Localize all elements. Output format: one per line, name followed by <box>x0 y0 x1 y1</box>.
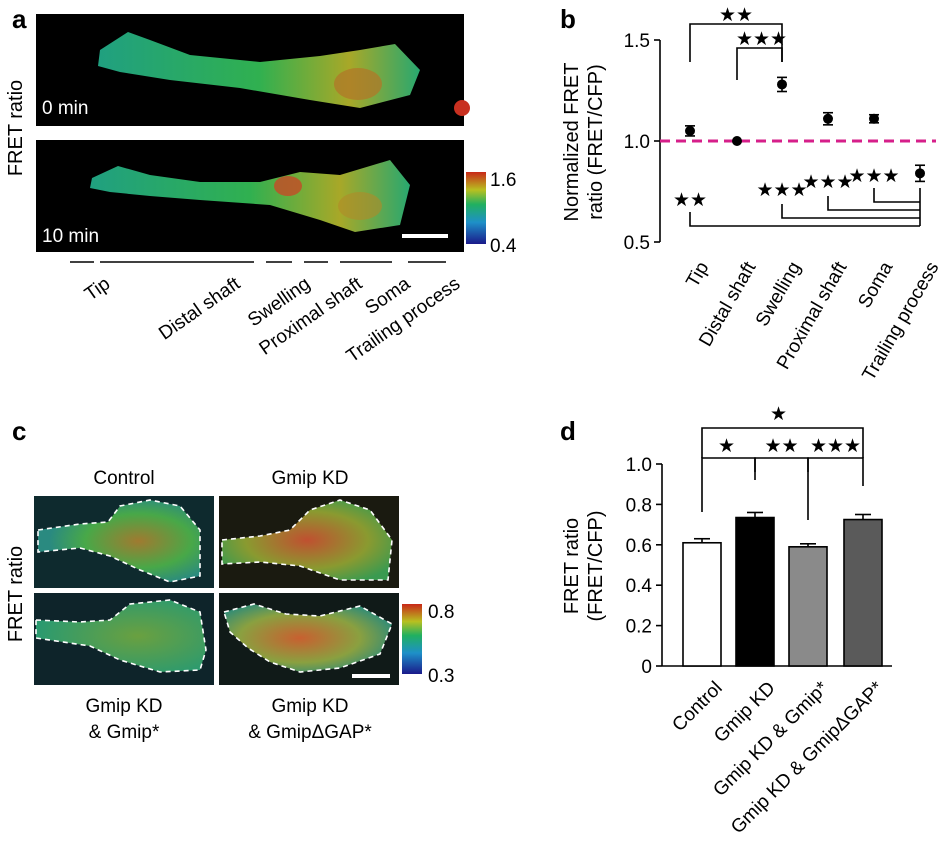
time-label-10min: 10 min <box>42 226 99 247</box>
panel-b-ylabel-line1: Normalized FRET <box>561 63 583 222</box>
point-proximal-shaft <box>823 113 833 124</box>
region-tip: Tip <box>81 273 114 305</box>
y-tick-label: 0.6 <box>626 536 652 557</box>
fret-image-10min <box>36 140 464 252</box>
sig-bracket-tip-swelling <box>689 23 783 62</box>
sig-bracket-swelling-trailing <box>781 204 920 219</box>
sig-bracket-gmipkd-rescue <box>754 457 809 520</box>
y-tick-label: 0.2 <box>626 617 652 638</box>
point-swelling <box>777 79 787 90</box>
condition-gap-rescue-line1: Gmip KD <box>271 696 348 717</box>
sig-label-rescue-gap: ★★★ <box>810 436 861 457</box>
panel-label-d: d <box>560 416 576 446</box>
panel-a-ylabel: FRET ratio <box>5 80 27 176</box>
y-tick-label: 0 <box>641 657 652 678</box>
y-tick-label: 1.0 <box>626 455 652 476</box>
condition-gmip-kd: Gmip KD <box>271 468 348 489</box>
sig-bracket-tip-trailing <box>689 212 920 227</box>
sig-bracket-soma-trailing <box>873 188 920 203</box>
panel-b-ylabel-line2: ratio (FRET/CFP) <box>585 64 607 220</box>
y-tick-label: 1.5 <box>624 31 650 52</box>
point-trailing-process <box>915 168 925 179</box>
sig-bracket-proximal-shaft-trailing <box>827 196 920 211</box>
colorbar-c <box>402 604 422 674</box>
sig-label-soma-trailing: ★★★ <box>848 166 899 187</box>
colorbar-c-min: 0.3 <box>428 666 454 687</box>
point-distal-shaft <box>732 136 742 146</box>
sig-bracket-control-gap <box>701 427 864 458</box>
bar-gmip-kd-gmip <box>788 546 828 667</box>
panel-d-ylabel-line2: (FRET/CFP) <box>585 510 607 621</box>
sig-label-swelling-trailing: ★★★ <box>756 180 807 201</box>
panel-label-a: a <box>12 4 27 34</box>
sig-bracket-control-gmipkd <box>701 457 756 512</box>
sig-label-tip-trailing: ★★ <box>673 190 707 211</box>
sig-label-gmipkd-rescue: ★★ <box>764 436 798 457</box>
point-tip <box>685 125 695 136</box>
time-label-0min: 0 min <box>42 98 88 119</box>
fret-image-gmip-rescue <box>34 593 214 685</box>
bar-gmip-kd <box>735 516 775 667</box>
sig-bracket-distal-swelling <box>736 47 783 80</box>
bar-control <box>682 541 722 667</box>
sig-label-control-gap: ★ <box>770 404 787 425</box>
fret-image-control <box>34 496 214 588</box>
panel-c-ylabel: FRET ratio <box>5 546 27 642</box>
fret-image-gap-rescue <box>219 593 399 685</box>
panel-label-b: b <box>560 4 576 34</box>
sig-label-proximal-shaft-trailing: ★★★ <box>802 172 853 193</box>
colorbar-a-max: 1.6 <box>490 170 516 191</box>
x-label-tip: Tip <box>682 258 713 291</box>
colorbar-a <box>466 172 486 244</box>
condition-gmip-rescue-line1: Gmip KD <box>85 696 162 717</box>
sig-label-distal-swelling: ★★★ <box>736 29 787 50</box>
fret-image-gmip-kd <box>219 496 399 588</box>
fret-image-0min <box>36 14 470 126</box>
panel-d-ylabel-line1: FRET ratio <box>561 518 583 614</box>
sig-label-tip-swelling: ★★ <box>719 5 753 26</box>
colorbar-a-min: 0.4 <box>490 236 517 257</box>
region-distal-shaft: Distal shaft <box>155 273 245 345</box>
condition-gmip-rescue-line2: & Gmip* <box>89 722 160 743</box>
colorbar-c-max: 0.8 <box>428 602 454 623</box>
y-tick-label: 0.4 <box>626 576 653 597</box>
x-label-soma: Soma <box>854 258 897 312</box>
y-tick-label: 1.0 <box>624 132 650 153</box>
point-soma <box>869 113 879 124</box>
condition-gap-rescue-line2: & GmipΔGAP* <box>248 722 372 743</box>
panel-label-c: c <box>12 416 26 446</box>
sig-label-control-gmipkd: ★ <box>718 436 735 457</box>
sig-bracket-rescue-gap <box>807 457 864 486</box>
bar-gmip-kd-gmip-gap <box>843 518 883 667</box>
condition-control: Control <box>93 468 154 489</box>
y-tick-label: 0.5 <box>624 233 650 254</box>
y-tick-label: 0.8 <box>626 495 652 516</box>
